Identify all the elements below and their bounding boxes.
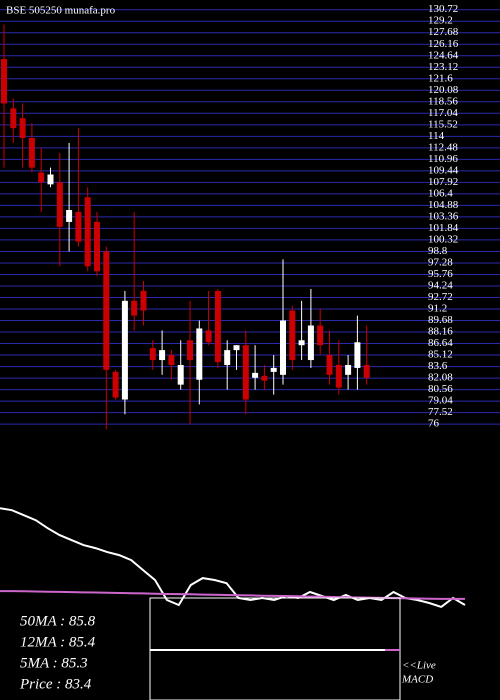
candles — [1, 24, 370, 430]
candle-body — [149, 348, 156, 361]
grid: 130.72129.2127.68126.16124.64123.12121.6… — [0, 3, 500, 430]
candle-body — [19, 118, 26, 138]
indicator-line — [0, 507, 466, 609]
candle-body — [177, 364, 184, 385]
candle-body — [326, 355, 333, 375]
live-label: <<Live — [402, 660, 436, 672]
candle-body — [280, 320, 286, 375]
candle-body — [252, 372, 259, 378]
y-tick-label: 117.04 — [428, 107, 458, 119]
y-tick-label: 86.64 — [428, 337, 453, 349]
y-tick-label: 80.56 — [428, 383, 453, 395]
candle-body — [298, 340, 305, 346]
ma-label: 12MA : 85.4 — [20, 634, 96, 650]
y-tick-label: 83.6 — [428, 360, 448, 372]
y-tick-label: 127.68 — [428, 26, 459, 38]
y-tick-label: 115.52 — [428, 118, 458, 130]
candle-body — [205, 330, 212, 343]
candle-body — [131, 300, 138, 316]
y-tick-label: 130.72 — [428, 3, 458, 15]
y-tick-label: 118.56 — [428, 95, 458, 107]
y-tick-label: 94.24 — [428, 280, 453, 292]
y-tick-label: 114 — [428, 130, 445, 142]
y-tick-label: 106.4 — [428, 187, 453, 199]
y-tick-label: 109.44 — [428, 164, 459, 176]
y-tick-label: 124.64 — [428, 49, 459, 61]
candle-body — [335, 364, 342, 388]
candle-body — [10, 108, 17, 129]
candle-body — [56, 182, 63, 227]
price-label: Price : 83.4 — [19, 676, 92, 692]
candle-body — [47, 174, 54, 185]
y-tick-label: 82.08 — [428, 372, 453, 384]
y-tick-label: 107.92 — [428, 176, 458, 188]
y-tick-label: 121.6 — [428, 72, 453, 84]
candle-body — [187, 340, 193, 361]
y-tick-label: 123.12 — [428, 61, 458, 73]
y-tick-label: 126.16 — [428, 38, 459, 50]
candle-body — [289, 310, 296, 361]
candle-body — [214, 290, 221, 363]
y-tick-label: 103.36 — [428, 210, 459, 222]
y-tick-label: 110.96 — [428, 153, 458, 165]
candle-body — [1, 59, 7, 104]
y-tick-label: 112.48 — [428, 141, 458, 153]
candle-body — [103, 251, 110, 370]
candle-body — [168, 355, 175, 365]
candle-body — [140, 290, 147, 311]
candle-body — [345, 364, 352, 375]
y-tick-label: 95.76 — [428, 268, 453, 280]
candle-body — [363, 364, 370, 378]
candle-body — [354, 342, 361, 368]
candle-body — [94, 221, 100, 272]
candle-body — [317, 325, 324, 346]
y-tick-label: 101.84 — [428, 222, 459, 234]
y-tick-label: 79.04 — [428, 395, 453, 407]
y-tick-label: 92.72 — [428, 291, 453, 303]
candle-body — [75, 211, 82, 242]
y-tick-label: 98.8 — [428, 245, 448, 257]
y-tick-label: 120.08 — [428, 84, 459, 96]
y-tick-label: 88.16 — [428, 326, 453, 338]
candle-body — [112, 371, 119, 398]
candle-body — [84, 197, 91, 267]
y-tick-label: 91.2 — [428, 303, 447, 315]
candle-body — [261, 375, 268, 381]
y-tick-label: 104.88 — [428, 199, 459, 211]
candle-body — [242, 345, 249, 400]
ma-label: 5MA : 85.3 — [20, 655, 88, 671]
chart-title: BSE 505250 munafa.pro — [6, 5, 116, 17]
candle-body — [38, 172, 45, 183]
y-tick-label: 129.2 — [428, 15, 453, 27]
y-tick-label: 77.52 — [428, 406, 453, 418]
candle-body — [270, 367, 277, 372]
y-tick-label: 100.32 — [428, 233, 458, 245]
candle-body — [233, 345, 240, 351]
candle-body — [66, 210, 73, 222]
indicator-label: MACD — [401, 674, 433, 686]
candle-body — [307, 325, 314, 361]
candle-body — [224, 350, 231, 365]
candle-body — [196, 328, 203, 380]
y-tick-label: 97.28 — [428, 256, 453, 268]
y-tick-label: 76 — [428, 418, 440, 430]
candle-body — [121, 300, 128, 400]
ma-label: 50MA : 85.8 — [20, 613, 96, 629]
y-tick-label: 85.12 — [428, 349, 453, 361]
y-tick-label: 89.68 — [428, 314, 453, 326]
candle-body — [159, 350, 166, 361]
candle-body — [28, 137, 35, 168]
